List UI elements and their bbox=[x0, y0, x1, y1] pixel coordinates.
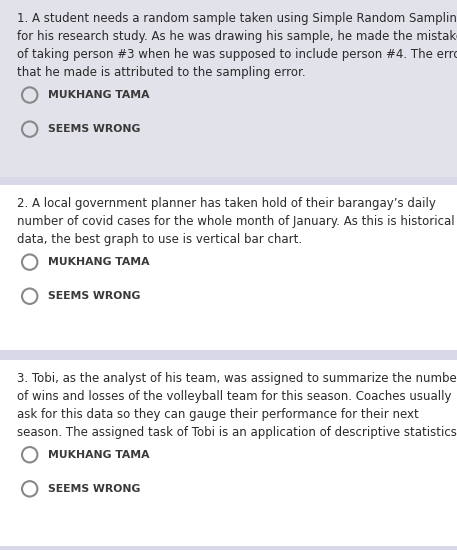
Text: 2. A local government planner has taken hold of their barangay’s daily
number of: 2. A local government planner has taken … bbox=[17, 197, 455, 246]
Text: MUKHANG TAMA: MUKHANG TAMA bbox=[48, 257, 149, 267]
FancyBboxPatch shape bbox=[0, 185, 457, 350]
Text: 3. Tobi, as the analyst of his team, was assigned to summarize the number
of win: 3. Tobi, as the analyst of his team, was… bbox=[17, 372, 457, 439]
Text: SEEMS WRONG: SEEMS WRONG bbox=[48, 292, 140, 301]
FancyBboxPatch shape bbox=[0, 360, 457, 546]
Text: MUKHANG TAMA: MUKHANG TAMA bbox=[48, 90, 149, 100]
FancyBboxPatch shape bbox=[0, 0, 457, 177]
Text: 1. A student needs a random sample taken using Simple Random Sampling
for his re: 1. A student needs a random sample taken… bbox=[17, 12, 457, 79]
Text: SEEMS WRONG: SEEMS WRONG bbox=[48, 484, 140, 494]
Text: SEEMS WRONG: SEEMS WRONG bbox=[48, 124, 140, 134]
Text: MUKHANG TAMA: MUKHANG TAMA bbox=[48, 450, 149, 460]
